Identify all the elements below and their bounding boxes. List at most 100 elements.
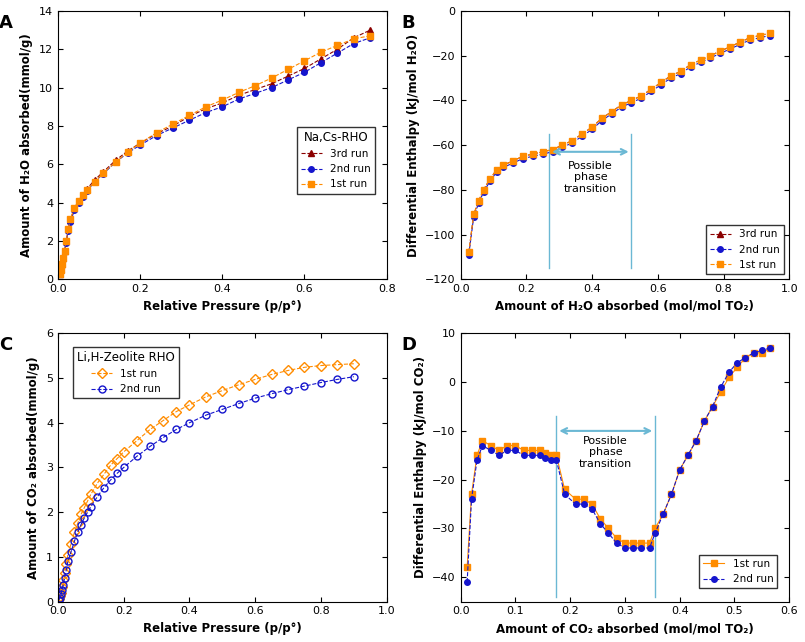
2nd run xyxy=(724,369,734,376)
2nd run xyxy=(316,59,326,67)
Text: D: D xyxy=(402,336,416,354)
3rd run xyxy=(597,114,607,122)
3rd run xyxy=(577,130,587,138)
2nd run xyxy=(596,520,605,528)
2nd run xyxy=(332,376,342,383)
2nd run xyxy=(99,484,109,492)
2nd run xyxy=(217,406,227,413)
1st run xyxy=(60,247,69,254)
3rd run xyxy=(64,225,73,233)
1st run xyxy=(201,393,211,401)
2nd run xyxy=(745,36,754,44)
1st run xyxy=(725,43,735,51)
3rd run xyxy=(716,48,725,55)
2nd run xyxy=(74,199,84,207)
Y-axis label: Differential Enthalpy (kJ/mol CO₂): Differential Enthalpy (kJ/mol CO₂) xyxy=(414,356,427,578)
3rd run xyxy=(518,152,528,160)
2nd run xyxy=(467,496,477,503)
3rd run xyxy=(201,105,211,112)
3rd run xyxy=(705,52,715,60)
1st run xyxy=(559,485,569,493)
1st run xyxy=(749,349,758,357)
2nd run xyxy=(60,575,69,582)
2nd run xyxy=(98,170,108,178)
2nd run xyxy=(90,178,100,186)
1st run xyxy=(745,34,754,42)
1st run xyxy=(645,539,654,547)
2nd run xyxy=(283,386,293,394)
2nd run xyxy=(105,476,115,484)
3rd run xyxy=(646,85,656,93)
Line: 2nd run: 2nd run xyxy=(466,33,772,257)
1st run xyxy=(184,112,194,119)
1st run xyxy=(577,130,587,138)
3rd run xyxy=(250,85,260,93)
2nd run xyxy=(59,581,68,589)
1st run xyxy=(105,462,115,469)
2nd run xyxy=(66,548,76,555)
2nd run xyxy=(579,500,588,508)
2nd run xyxy=(60,248,69,256)
3rd run xyxy=(676,67,686,75)
2nd run xyxy=(55,594,64,602)
Text: A: A xyxy=(0,13,13,31)
Line: 1st run: 1st run xyxy=(466,31,772,256)
1st run xyxy=(171,408,181,415)
1st run xyxy=(63,551,72,559)
3rd run xyxy=(587,123,597,131)
1st run xyxy=(283,65,293,73)
1st run xyxy=(716,388,725,395)
2nd run xyxy=(587,126,597,134)
2nd run xyxy=(474,200,484,207)
2nd run xyxy=(538,150,547,158)
1st run xyxy=(508,157,518,164)
3rd run xyxy=(528,150,538,158)
2nd run xyxy=(266,390,276,397)
Legend: 1st run, 2nd run: 1st run, 2nd run xyxy=(73,347,180,398)
2nd run xyxy=(656,81,666,89)
2nd run xyxy=(571,500,580,508)
2nd run xyxy=(558,143,568,151)
1st run xyxy=(683,451,693,459)
2nd run xyxy=(757,347,766,354)
Line: 3rd run: 3rd run xyxy=(466,31,772,256)
1st run xyxy=(93,480,102,487)
2nd run xyxy=(607,110,617,117)
1st run xyxy=(547,146,557,153)
Line: 3rd run: 3rd run xyxy=(57,28,373,276)
Text: Possible
phase
transition: Possible phase transition xyxy=(564,160,617,194)
Text: B: B xyxy=(402,13,415,31)
Y-axis label: Differential Enthalpy (kJ/mol H₂O): Differential Enthalpy (kJ/mol H₂O) xyxy=(407,33,419,257)
3rd run xyxy=(316,55,326,63)
1st run xyxy=(757,349,766,357)
1st run xyxy=(568,137,577,144)
1st run xyxy=(546,451,555,459)
1st run xyxy=(201,103,211,110)
1st run xyxy=(332,42,342,49)
1st run xyxy=(61,560,71,568)
2nd run xyxy=(568,139,577,147)
1st run xyxy=(735,39,745,46)
2nd run xyxy=(171,426,181,433)
2nd run xyxy=(755,34,765,42)
2nd run xyxy=(55,271,64,279)
2nd run xyxy=(535,451,545,459)
1st run xyxy=(332,361,342,369)
Y-axis label: Amount of CO₂ absorbed(mmol/g): Amount of CO₂ absorbed(mmol/g) xyxy=(27,356,40,579)
3rd run xyxy=(479,186,489,194)
3rd run xyxy=(607,108,617,116)
2nd run xyxy=(559,490,569,498)
2nd run xyxy=(168,124,178,132)
3rd run xyxy=(299,65,309,73)
2nd run xyxy=(735,40,745,48)
2nd run xyxy=(110,159,120,166)
2nd run xyxy=(56,591,66,598)
1st run xyxy=(637,92,646,100)
1st run xyxy=(607,108,617,116)
1st run xyxy=(132,437,142,444)
2nd run xyxy=(83,508,93,516)
3rd run xyxy=(60,247,69,254)
1st run xyxy=(587,500,597,508)
1st run xyxy=(266,370,276,378)
3rd run xyxy=(266,80,276,87)
